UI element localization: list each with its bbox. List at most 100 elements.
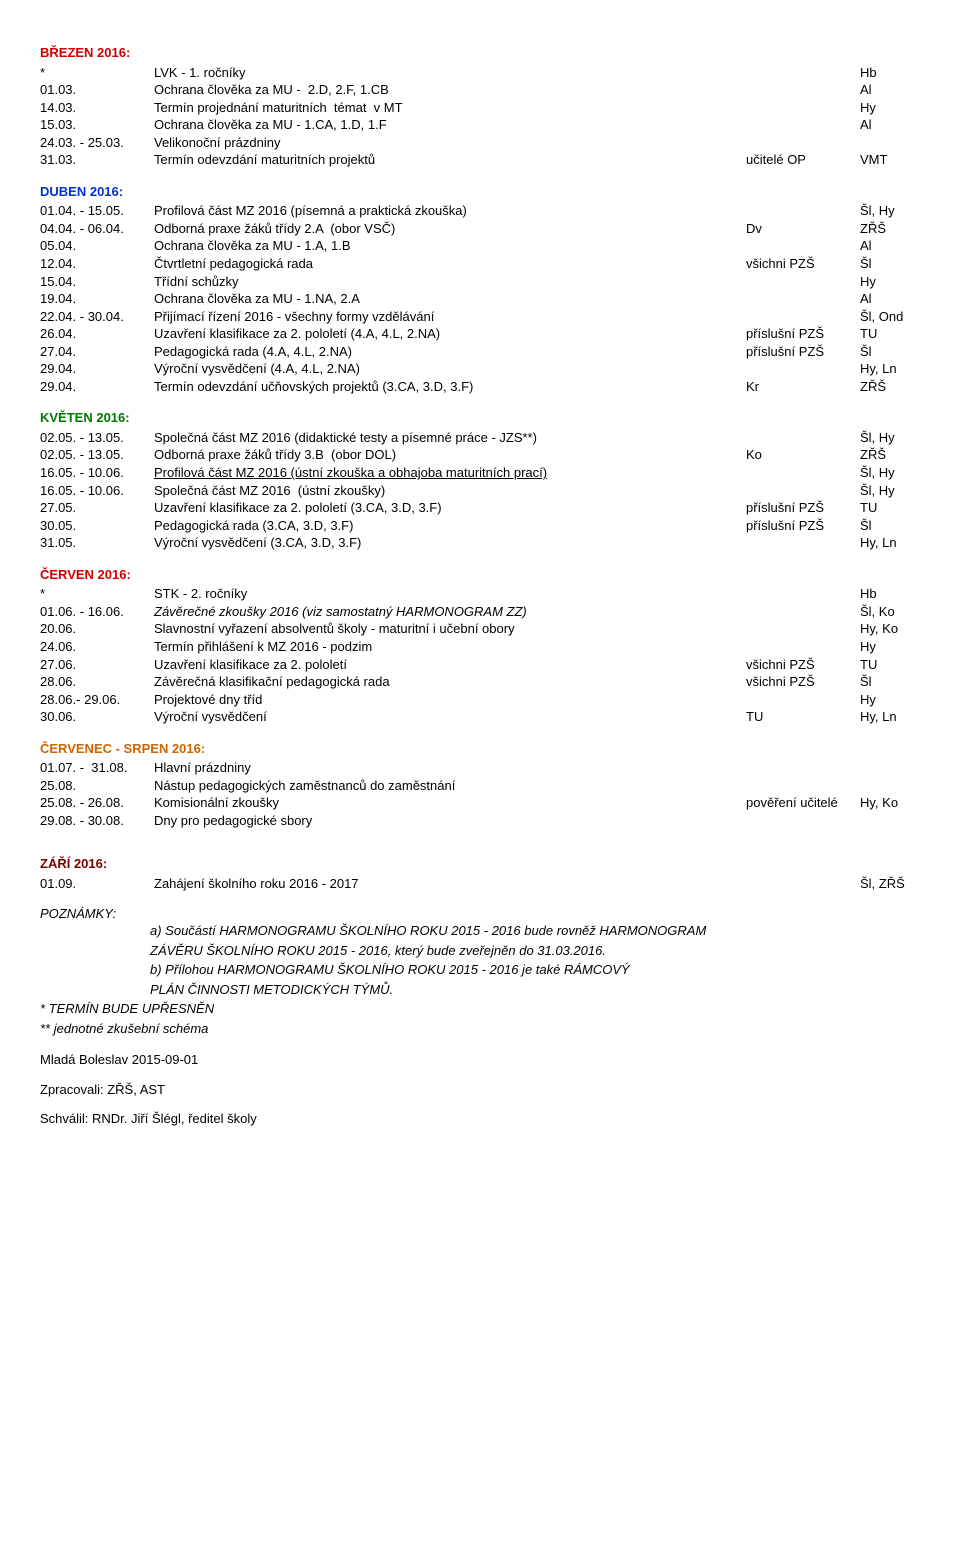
schedule-row: *LVK - 1. ročníkyHb	[40, 64, 920, 82]
row-text: Výroční vysvědčení (3.CA, 3.D, 3.F)	[154, 534, 742, 552]
row-date: 01.07. - 31.08.	[40, 759, 150, 777]
row-date: 24.03. - 25.03.	[40, 134, 150, 152]
row-date: 16.05. - 10.06.	[40, 482, 150, 500]
row-date: 01.06. - 16.06.	[40, 603, 150, 621]
row-text: Ochrana člověka za MU - 1.CA, 1.D, 1.F	[154, 116, 742, 134]
row-col4	[860, 134, 920, 152]
schedule-row: 01.07. - 31.08.Hlavní prázdniny	[40, 759, 920, 777]
row-col3: Dv	[746, 220, 856, 238]
row-col4: ZŘŠ	[860, 220, 920, 238]
schedule-row: 31.03.Termín odevzdání maturitních proje…	[40, 151, 920, 169]
row-col3	[746, 81, 856, 99]
section-heading: ZÁŘÍ 2016:	[40, 855, 920, 873]
row-col3: učitelé OP	[746, 151, 856, 169]
row-col3: všichni PZŠ	[746, 656, 856, 674]
row-date: 04.04. - 06.04.	[40, 220, 150, 238]
schedule-row: 31.05.Výroční vysvědčení (3.CA, 3.D, 3.F…	[40, 534, 920, 552]
row-date: 27.05.	[40, 499, 150, 517]
row-col4: Šl, Hy	[860, 202, 920, 220]
row-col4: Hy	[860, 273, 920, 291]
row-text: Odborná praxe žáků třídy 2.A (obor VSČ)	[154, 220, 742, 238]
row-text: Termín přihlášení k MZ 2016 - podzim	[154, 638, 742, 656]
row-text: Ochrana člověka za MU - 1.A, 1.B	[154, 237, 742, 255]
row-col3: Kr	[746, 378, 856, 396]
row-col3: Ko	[746, 446, 856, 464]
row-date: 25.08. - 26.08.	[40, 794, 150, 812]
row-col4: Hb	[860, 64, 920, 82]
row-date: 02.05. - 13.05.	[40, 429, 150, 447]
footer-place-date: Mladá Boleslav 2015-09-01	[40, 1051, 920, 1069]
row-text: Komisionální zkoušky	[154, 794, 742, 812]
row-col3	[746, 429, 856, 447]
schedule-row: 01.04. - 15.05.Profilová část MZ 2016 (p…	[40, 202, 920, 220]
schedule-row: 24.06.Termín přihlášení k MZ 2016 - podz…	[40, 638, 920, 656]
row-text: Uzavření klasifikace za 2. pololetí	[154, 656, 742, 674]
row-text: Třídní schůzky	[154, 273, 742, 291]
row-text: Slavnostní vyřazení absolventů školy - m…	[154, 620, 742, 638]
row-col4: Šl, Ond	[860, 308, 920, 326]
row-col3: příslušní PZŠ	[746, 517, 856, 535]
row-col3	[746, 585, 856, 603]
row-col3	[746, 64, 856, 82]
row-date: 29.08. - 30.08.	[40, 812, 150, 830]
row-text: Projektové dny tříd	[154, 691, 742, 709]
row-date: 28.06.- 29.06.	[40, 691, 150, 709]
row-date: 31.05.	[40, 534, 150, 552]
row-col3	[746, 273, 856, 291]
row-col4: VMT	[860, 151, 920, 169]
row-col3: TU	[746, 708, 856, 726]
row-col4: Hb	[860, 585, 920, 603]
row-col4: Hy, Ln	[860, 534, 920, 552]
schedule-row: 20.06.Slavnostní vyřazení absolventů ško…	[40, 620, 920, 638]
footer-zpracovali: Zpracovali: ZŘŠ, AST	[40, 1081, 920, 1099]
schedule-row: 29.04.Termín odevzdání učňovských projek…	[40, 378, 920, 396]
row-col3	[746, 308, 856, 326]
row-text: Závěrečná klasifikační pedagogická rada	[154, 673, 742, 691]
row-col3: všichni PZŠ	[746, 255, 856, 273]
row-col3	[746, 290, 856, 308]
schedule-row: *STK - 2. ročníky Hb	[40, 585, 920, 603]
row-date: 01.09.	[40, 875, 150, 893]
row-text: Uzavření klasifikace za 2. pololetí (4.A…	[154, 325, 742, 343]
row-date: 30.06.	[40, 708, 150, 726]
schedule-row: 22.04. - 30.04.Přijímací řízení 2016 - v…	[40, 308, 920, 326]
row-text: Hlavní prázdniny	[154, 759, 742, 777]
row-date: 15.04.	[40, 273, 150, 291]
row-col3	[746, 116, 856, 134]
row-col4: Hy	[860, 99, 920, 117]
row-text: Výroční vysvědčení (4.A, 4.L, 2.NA)	[154, 360, 742, 378]
row-date: 05.04.	[40, 237, 150, 255]
schedule-row: 25.08. - 26.08.Komisionální zkouškypověř…	[40, 794, 920, 812]
row-date: 16.05. - 10.06.	[40, 464, 150, 482]
schedule-row: 27.06.Uzavření klasifikace za 2. pololet…	[40, 656, 920, 674]
row-date: *	[40, 585, 150, 603]
row-text: STK - 2. ročníky	[154, 585, 742, 603]
row-col3	[746, 812, 856, 830]
schedule-row: 02.05. - 13.05.Odborná praxe žáků třídy …	[40, 446, 920, 464]
row-col3	[746, 620, 856, 638]
row-col3: příslušní PZŠ	[746, 325, 856, 343]
row-text: Pedagogická rada (3.CA, 3.D, 3.F)	[154, 517, 742, 535]
row-col4: Hy	[860, 691, 920, 709]
row-col3	[746, 638, 856, 656]
row-date: *	[40, 64, 150, 82]
schedule-row: 27.05.Uzavření klasifikace za 2. pololet…	[40, 499, 920, 517]
row-col3	[746, 759, 856, 777]
row-text: Uzavření klasifikace za 2. pololetí (3.C…	[154, 499, 742, 517]
row-text: Profilová část MZ 2016 (písemná a prakti…	[154, 202, 742, 220]
row-col4: Šl, Hy	[860, 482, 920, 500]
row-col4: Hy, Ln	[860, 360, 920, 378]
row-col4: TU	[860, 656, 920, 674]
row-date: 02.05. - 13.05.	[40, 446, 150, 464]
row-col3	[746, 360, 856, 378]
schedule-row: 14.03.Termín projednání maturitních téma…	[40, 99, 920, 117]
schedule-row: 19.04.Ochrana člověka za MU - 1.NA, 2.AA…	[40, 290, 920, 308]
row-col3: příslušní PZŠ	[746, 343, 856, 361]
row-col4: Hy	[860, 638, 920, 656]
row-date: 29.04.	[40, 360, 150, 378]
row-text: Dny pro pedagogické sbory	[154, 812, 742, 830]
section-heading: ČERVENEC - SRPEN 2016:	[40, 740, 920, 758]
row-text: Přijímací řízení 2016 - všechny formy vz…	[154, 308, 742, 326]
row-date: 27.06.	[40, 656, 150, 674]
row-text: Závěrečné zkoušky 2016 (viz samostatný H…	[154, 603, 742, 621]
